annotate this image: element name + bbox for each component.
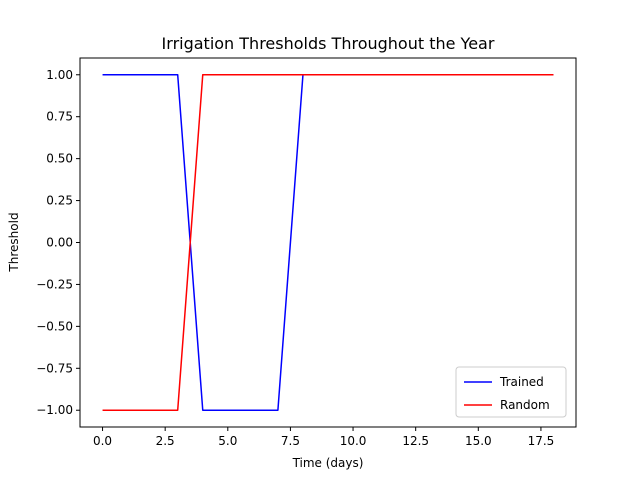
- y-tick-label: −0.50: [36, 319, 73, 333]
- x-tick-label: 15.0: [465, 434, 492, 448]
- x-tick-label: 5.0: [218, 434, 237, 448]
- legend-label-trained: Trained: [499, 375, 544, 389]
- series-layer: [102, 74, 554, 411]
- y-axis-ticks: −1.00 −0.75 −0.50 −0.25 0.00 0.25 0.50 0.75 1.00: [36, 68, 80, 417]
- plot-frame: [79, 57, 577, 428]
- x-tick-label: 17.5: [528, 434, 555, 448]
- x-tick-label: 10.0: [340, 434, 367, 448]
- y-tick-label: 0.00: [46, 236, 73, 250]
- legend-label-random: Random: [500, 398, 550, 412]
- y-tick-label: −0.75: [36, 361, 73, 375]
- legend: Trained Random: [455, 366, 567, 418]
- x-axis-label: Time (days): [292, 456, 364, 470]
- x-tick-label: 7.5: [281, 434, 300, 448]
- y-tick-label: 0.25: [46, 194, 73, 208]
- x-tick-label: 2.5: [156, 434, 175, 448]
- chart-title: Irrigation Thresholds Throughout the Yea…: [162, 34, 495, 53]
- y-tick-label: −0.25: [36, 277, 73, 291]
- y-tick-label: −1.00: [36, 403, 73, 417]
- y-tick-label: 0.50: [46, 152, 73, 166]
- y-axis-label: Threshold: [7, 212, 21, 272]
- y-tick-label: 1.00: [46, 68, 73, 82]
- x-tick-label: 0.0: [93, 434, 112, 448]
- x-tick-label: 12.5: [402, 434, 429, 448]
- x-axis-ticks: 0.0 2.5 5.0 7.5 10.0 12.5 15.0 17.5: [93, 427, 554, 448]
- y-tick-label: 0.75: [46, 110, 73, 124]
- plot-area: [80, 58, 576, 427]
- series-line-random: [102, 74, 554, 411]
